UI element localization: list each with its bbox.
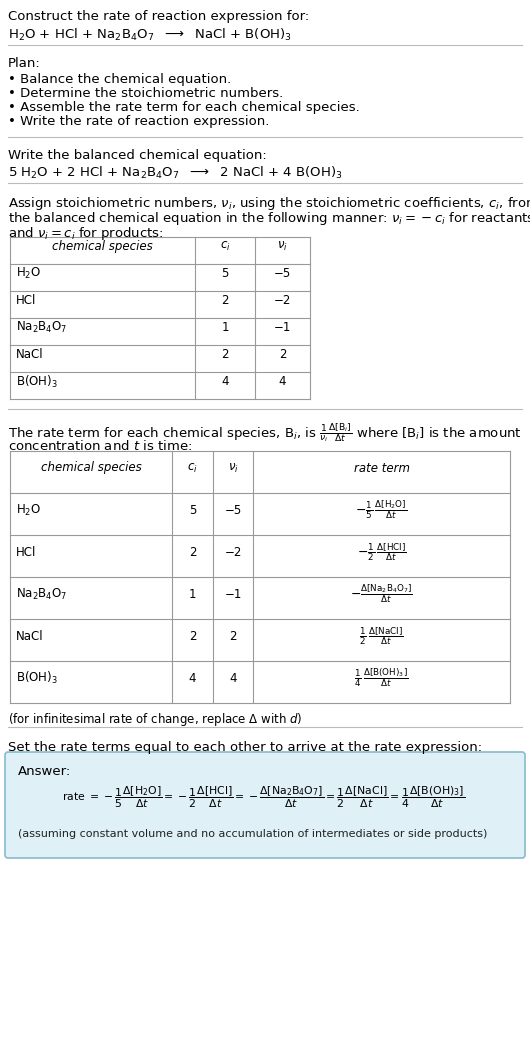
Text: 5: 5 (222, 267, 228, 280)
Text: $-\frac{1}{2}\,\frac{\Delta[\mathrm{HCl}]}{\Delta t}$: $-\frac{1}{2}\,\frac{\Delta[\mathrm{HCl}… (357, 541, 407, 563)
Text: Set the rate terms equal to each other to arrive at the rate expression:: Set the rate terms equal to each other t… (8, 741, 482, 754)
Text: Plan:: Plan: (8, 57, 41, 70)
Text: HCl: HCl (16, 294, 37, 307)
Text: $\frac{1}{2}\,\frac{\Delta[\mathrm{NaCl}]}{\Delta t}$: $\frac{1}{2}\,\frac{\Delta[\mathrm{NaCl}… (359, 625, 404, 647)
Text: H$_2$O: H$_2$O (16, 266, 41, 281)
Text: B(OH)$_3$: B(OH)$_3$ (16, 373, 58, 390)
Text: NaCl: NaCl (16, 348, 43, 361)
Text: chemical species: chemical species (41, 462, 142, 474)
Text: H$_2$O + HCl + Na$_2$B$_4$O$_7$  $\longrightarrow$  NaCl + B(OH)$_3$: H$_2$O + HCl + Na$_2$B$_4$O$_7$ $\longri… (8, 27, 292, 43)
Text: The rate term for each chemical species, B$_i$, is $\frac{1}{\nu_i}\frac{\Delta[: The rate term for each chemical species,… (8, 421, 522, 444)
Text: HCl: HCl (16, 546, 37, 559)
Text: $c_i$: $c_i$ (187, 462, 198, 474)
Text: • Assemble the rate term for each chemical species.: • Assemble the rate term for each chemic… (8, 101, 360, 114)
Text: 2: 2 (221, 294, 229, 307)
Text: 1: 1 (189, 588, 196, 600)
Text: 2: 2 (229, 629, 237, 643)
Text: • Write the rate of reaction expression.: • Write the rate of reaction expression. (8, 115, 269, 128)
Text: 5: 5 (189, 503, 196, 517)
Text: 2: 2 (279, 348, 286, 361)
Text: 2: 2 (189, 546, 196, 559)
Text: −1: −1 (274, 321, 291, 334)
Text: −5: −5 (224, 503, 242, 517)
Text: $-\frac{1}{5}\,\frac{\Delta[\mathrm{H_2O}]}{\Delta t}$: $-\frac{1}{5}\,\frac{\Delta[\mathrm{H_2O… (356, 499, 408, 521)
Text: concentration and $t$ is time:: concentration and $t$ is time: (8, 439, 192, 453)
Text: B(OH)$_3$: B(OH)$_3$ (16, 670, 58, 686)
Text: Construct the rate of reaction expression for:: Construct the rate of reaction expressio… (8, 10, 309, 23)
Text: the balanced chemical equation in the following manner: $\nu_i = -c_i$ for react: the balanced chemical equation in the fo… (8, 210, 530, 227)
Text: Assign stoichiometric numbers, $\nu_i$, using the stoichiometric coefficients, $: Assign stoichiometric numbers, $\nu_i$, … (8, 195, 530, 212)
Text: NaCl: NaCl (16, 629, 43, 643)
Text: 1: 1 (221, 321, 229, 334)
Text: Write the balanced chemical equation:: Write the balanced chemical equation: (8, 149, 267, 162)
Text: $\nu_i$: $\nu_i$ (277, 240, 288, 253)
Text: 4: 4 (221, 375, 229, 388)
Text: $-\frac{\Delta[\mathrm{Na_2B_4O_7}]}{\Delta t}$: $-\frac{\Delta[\mathrm{Na_2B_4O_7}]}{\De… (350, 582, 413, 605)
Text: −1: −1 (224, 588, 242, 600)
Text: (assuming constant volume and no accumulation of intermediates or side products): (assuming constant volume and no accumul… (18, 829, 488, 839)
Text: rate $= -\dfrac{1}{5}\dfrac{\Delta[\mathrm{H_2O}]}{\Delta t} = -\dfrac{1}{2}\dfr: rate $= -\dfrac{1}{5}\dfrac{\Delta[\math… (63, 785, 465, 811)
Text: $\nu_i$: $\nu_i$ (227, 462, 238, 474)
FancyBboxPatch shape (5, 752, 525, 858)
Text: and $\nu_i = c_i$ for products:: and $\nu_i = c_i$ for products: (8, 225, 164, 242)
Text: 2: 2 (221, 348, 229, 361)
Text: −2: −2 (274, 294, 291, 307)
Text: chemical species: chemical species (51, 240, 153, 253)
Text: Na$_2$B$_4$O$_7$: Na$_2$B$_4$O$_7$ (16, 320, 67, 336)
Text: Answer:: Answer: (18, 765, 71, 778)
Text: H$_2$O: H$_2$O (16, 502, 41, 518)
Text: 2: 2 (189, 629, 196, 643)
Text: −5: −5 (274, 267, 291, 280)
Text: $c_i$: $c_i$ (219, 240, 231, 253)
Text: 4: 4 (279, 375, 286, 388)
Text: • Determine the stoichiometric numbers.: • Determine the stoichiometric numbers. (8, 86, 283, 100)
Text: (for infinitesimal rate of change, replace $\Delta$ with $d$): (for infinitesimal rate of change, repla… (8, 711, 303, 728)
Text: $\frac{1}{4}\,\frac{\Delta[\mathrm{B(OH)_3}]}{\Delta t}$: $\frac{1}{4}\,\frac{\Delta[\mathrm{B(OH)… (354, 667, 409, 690)
Text: 4: 4 (189, 671, 196, 685)
Text: 4: 4 (229, 671, 237, 685)
Text: • Balance the chemical equation.: • Balance the chemical equation. (8, 73, 231, 86)
Text: Na$_2$B$_4$O$_7$: Na$_2$B$_4$O$_7$ (16, 587, 67, 601)
Text: −2: −2 (224, 546, 242, 559)
Text: 5 H$_2$O + 2 HCl + Na$_2$B$_4$O$_7$  $\longrightarrow$  2 NaCl + 4 B(OH)$_3$: 5 H$_2$O + 2 HCl + Na$_2$B$_4$O$_7$ $\lo… (8, 165, 342, 181)
Text: rate term: rate term (354, 462, 410, 474)
